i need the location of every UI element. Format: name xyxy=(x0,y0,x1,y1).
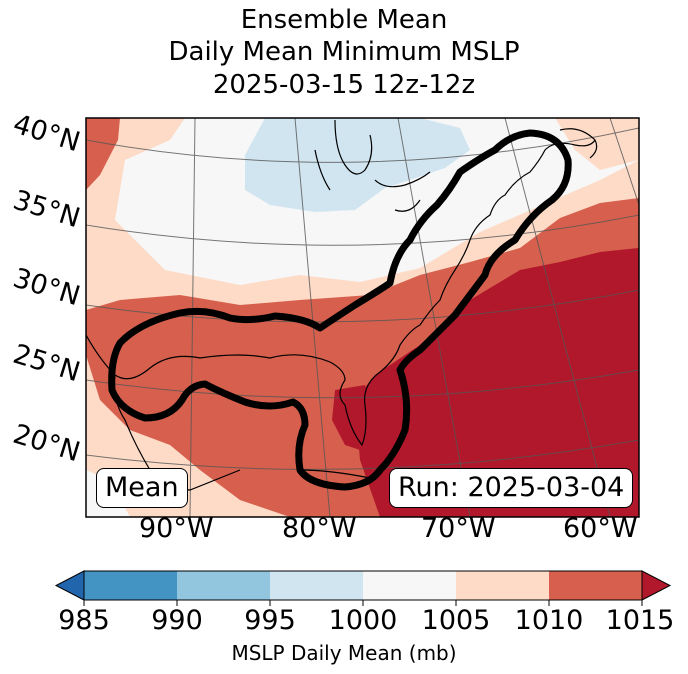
lon-label-70: 70°W xyxy=(421,513,496,544)
field-1010-1015-nw xyxy=(86,118,120,190)
title-line-1: Ensemble Mean xyxy=(240,5,448,35)
contour-outline xyxy=(108,129,572,491)
field-over-1015 xyxy=(355,248,639,517)
colorbar-tick-990: 990 xyxy=(151,605,203,636)
lon-label-60: 60°W xyxy=(563,513,638,544)
title-line-3: 2025-03-15 12z-12z xyxy=(212,70,476,100)
colorbar-tick-1005: 1005 xyxy=(421,605,491,636)
lon-label-90: 90°W xyxy=(139,513,214,544)
coastlines xyxy=(86,119,598,491)
colorbar-label: MSLP Daily Mean (mb) xyxy=(231,641,457,665)
map-frame xyxy=(85,117,640,518)
colorbar-tick-1010: 1010 xyxy=(514,605,584,636)
lon-label-80: 80°W xyxy=(282,513,357,544)
colorbar-tick-985: 985 xyxy=(58,605,110,636)
colorbar-tick-1015: 1015 xyxy=(605,605,675,636)
colorbar-tick-995: 995 xyxy=(244,605,296,636)
title-line-2: Daily Mean Minimum MSLP xyxy=(168,37,520,67)
mean-box: Mean xyxy=(96,468,188,508)
run-box: Run: 2025-03-04 xyxy=(389,468,634,508)
colorbar-tick-1000: 1000 xyxy=(328,605,398,636)
